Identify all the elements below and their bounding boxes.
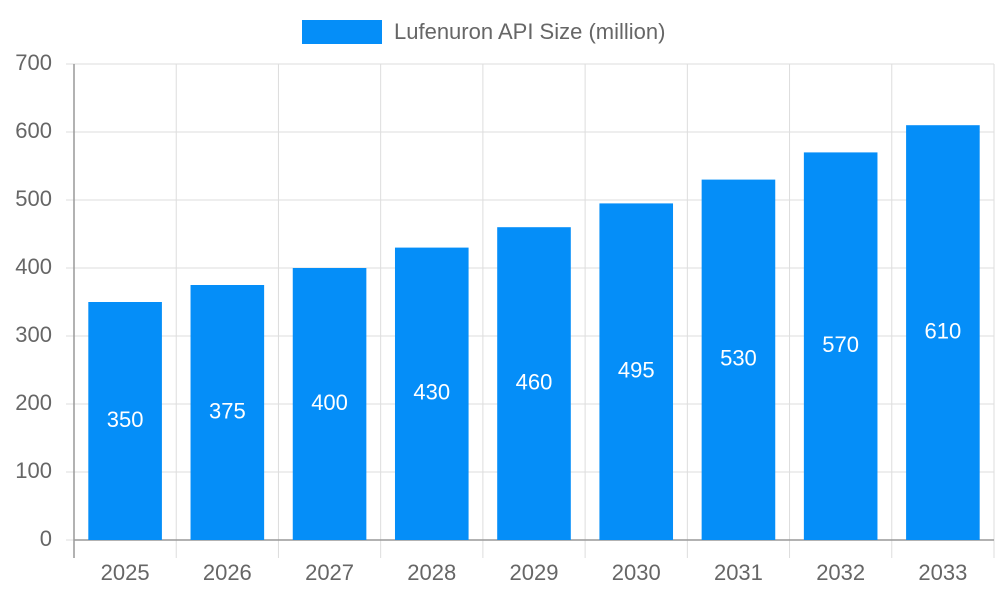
bar (497, 227, 571, 540)
y-tick-label: 200 (15, 390, 52, 415)
value-label: 430 (413, 380, 450, 405)
bar (701, 179, 776, 540)
x-tick-label: 2028 (407, 560, 456, 585)
value-label: 350 (107, 407, 144, 432)
bar (88, 302, 162, 540)
x-tick-label: 2030 (612, 560, 661, 585)
value-label: 375 (209, 398, 246, 423)
x-tick-label: 2026 (203, 560, 252, 585)
y-tick-label: 400 (15, 254, 52, 279)
y-tick-label: 700 (15, 50, 52, 75)
y-tick-label: 500 (15, 186, 52, 211)
bar (803, 152, 878, 540)
value-label: 495 (618, 358, 655, 383)
y-tick-label: 600 (15, 118, 52, 143)
x-tick-label: 2025 (101, 560, 150, 585)
x-tick-label: 2033 (918, 560, 967, 585)
legend-label[interactable]: Lufenuron API Size (million) (394, 19, 665, 44)
value-label: 570 (822, 332, 859, 357)
y-tick-label: 300 (15, 322, 52, 347)
value-label: 400 (311, 390, 348, 415)
value-label: 530 (720, 346, 757, 371)
legend-swatch[interactable] (302, 20, 382, 44)
bar (599, 203, 674, 540)
bar (190, 285, 265, 540)
x-tick-label: 2031 (714, 560, 763, 585)
x-tick-label: 2032 (816, 560, 865, 585)
value-label: 460 (516, 369, 553, 394)
y-tick-label: 100 (15, 458, 52, 483)
bar (394, 247, 469, 540)
x-tick-label: 2027 (305, 560, 354, 585)
bar (292, 268, 367, 540)
bar (906, 125, 980, 540)
x-tick-label: 2029 (510, 560, 559, 585)
y-tick-label: 0 (40, 526, 52, 551)
value-label: 610 (925, 318, 962, 343)
